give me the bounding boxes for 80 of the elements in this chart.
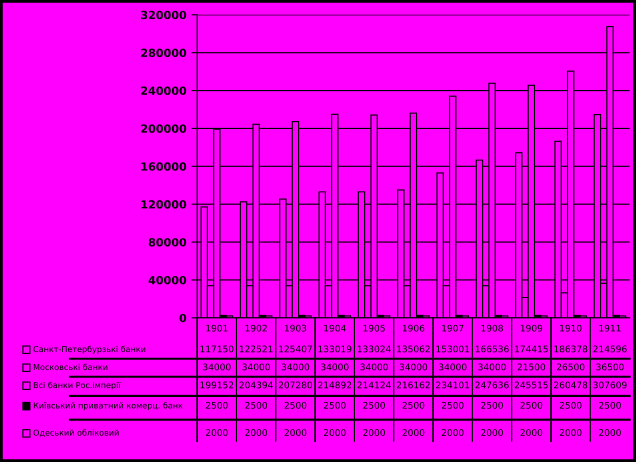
- x-tick-label: 1903: [284, 324, 306, 332]
- data-label: 2500: [442, 402, 464, 409]
- data-label: 2000: [520, 429, 542, 436]
- data-label: 307609: [593, 382, 627, 388]
- data-label: 2000: [481, 429, 503, 436]
- data-label: 2000: [599, 429, 621, 436]
- data-label: 135062: [397, 346, 430, 352]
- data-label: 2500: [245, 402, 268, 409]
- data-label: 153001: [436, 346, 470, 352]
- data-label: 2000: [442, 429, 464, 436]
- data-label: 2500: [520, 402, 542, 409]
- data-label: 133019: [318, 346, 352, 352]
- data-label: 2000: [560, 429, 582, 436]
- data-label: 260478: [554, 382, 588, 388]
- x-tick-label: 1909: [520, 324, 542, 332]
- data-label: 2500: [284, 402, 306, 409]
- data-label: 2500: [599, 402, 621, 409]
- data-label: 174415: [515, 346, 548, 352]
- data-label: 214124: [358, 382, 391, 388]
- data-label: 21500: [518, 364, 546, 370]
- data-label: 36500: [596, 364, 624, 370]
- x-tick-label: 1906: [402, 324, 424, 332]
- data-label: 199152: [200, 382, 234, 388]
- data-label: 2000: [245, 429, 268, 436]
- data-label: 245515: [514, 382, 548, 388]
- x-tick-label: 1907: [442, 324, 464, 332]
- legend-label: Всі банки Рос.імперії: [34, 382, 121, 390]
- data-label: 234101: [436, 382, 470, 388]
- data-label: 2500: [481, 402, 503, 409]
- data-label: 2000: [324, 429, 346, 436]
- x-tick-label: 1908: [482, 324, 503, 332]
- y-tick-label: 120000: [142, 200, 186, 209]
- data-label: 214596: [593, 346, 627, 352]
- x-tick-label: 1904: [324, 324, 346, 332]
- data-label: 2500: [363, 402, 385, 409]
- data-label: 34000: [203, 364, 231, 370]
- x-tick-label: 1905: [364, 324, 385, 332]
- x-tick-label: 1901: [206, 324, 228, 332]
- data-label: 34000: [282, 364, 310, 370]
- data-label: 2500: [324, 402, 346, 409]
- legend-label: Санкт-Петербурзькі банки: [34, 346, 146, 354]
- legend-label: Московські банки: [34, 364, 108, 370]
- data-label: 125407: [279, 346, 312, 352]
- data-label: 34000: [478, 364, 506, 370]
- data-label: 122521: [240, 346, 273, 352]
- data-label: 2000: [363, 429, 385, 436]
- data-label: 2000: [284, 429, 306, 436]
- data-label: 2000: [206, 429, 228, 436]
- data-label: 207280: [278, 382, 312, 388]
- y-tick-label: 320000: [141, 10, 186, 20]
- data-label: 34000: [242, 364, 270, 370]
- data-label: 204394: [240, 382, 273, 388]
- data-label: 34000: [439, 364, 466, 370]
- legend-label: Київський приватний комерц. банк: [34, 402, 183, 410]
- data-label: 34000: [321, 364, 349, 370]
- data-label: 166536: [476, 346, 509, 352]
- data-label: 133024: [358, 346, 391, 352]
- x-tick-label: 1910: [560, 324, 582, 332]
- y-tick-label: 40000: [148, 276, 186, 284]
- data-label: 2500: [560, 402, 582, 409]
- data-label: 34000: [400, 364, 428, 370]
- data-label: 2000: [402, 429, 424, 436]
- y-tick-label: 280000: [141, 48, 186, 58]
- data-label: 216162: [396, 382, 430, 388]
- data-label: 26500: [556, 364, 584, 370]
- data-label: 214892: [318, 382, 352, 388]
- legend-label: Одеський обліковий: [34, 429, 119, 437]
- y-tick-label: 160000: [142, 162, 186, 171]
- data-label: 117150: [200, 346, 234, 352]
- data-label: 247636: [475, 382, 509, 388]
- y-tick-label: 80000: [148, 238, 186, 246]
- y-tick-label: 240000: [141, 86, 186, 95]
- data-label: 2500: [206, 402, 228, 409]
- data-label: 2500: [402, 402, 424, 409]
- y-tick-label: 200000: [141, 124, 186, 133]
- x-tick-label: 1902: [246, 324, 267, 332]
- data-label: 186378: [554, 346, 588, 352]
- x-tick-label: 1911: [599, 324, 621, 332]
- y-tick-label: 0: [180, 314, 186, 322]
- data-label: 34000: [360, 364, 388, 370]
